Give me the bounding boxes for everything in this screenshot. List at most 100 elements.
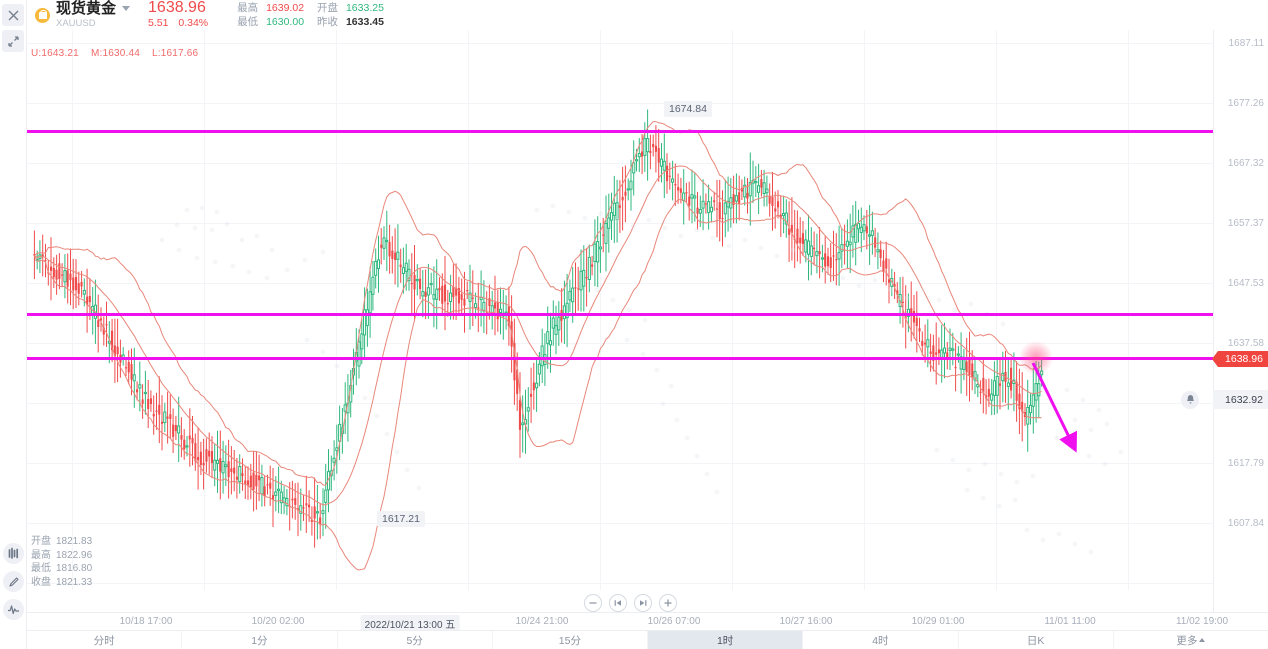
boll-lower: L:1617.66 (151, 48, 199, 59)
stat-high-value: 1639.02 (266, 2, 305, 14)
symbol-name-row[interactable]: 现货黄金 (56, 0, 131, 17)
price-tick: 1677.26 (1227, 98, 1264, 109)
time-tick: 10/29 01:00 (911, 616, 965, 627)
gridline-v (336, 30, 337, 590)
stat-low-label: 最低 (237, 16, 259, 28)
symbol-header: 现货黄金 XAUUSD 1638.96 5.51 0.34% 最高 1639.0… (27, 0, 1268, 30)
ohlc-high-value: 1822.96 (56, 549, 93, 561)
candlestick-icon[interactable] (3, 543, 24, 564)
stats-col-2: 开盘 1633.25 昨收 1633.45 (317, 1, 384, 29)
time-tick: 10/18 17:00 (119, 616, 173, 627)
tab-5m[interactable]: 5分 (338, 631, 493, 649)
change-percent: 0.34% (178, 17, 209, 29)
timeframe-tabbar[interactable]: 分时 1分 5分 15分 1时 4时 日K 更多 (0, 630, 1268, 649)
chevron-down-icon[interactable] (122, 6, 131, 11)
quote-stats: 最高 1639.02 最低 1630.00 开盘 1633.25 昨收 1633… (237, 1, 397, 29)
gridline-v (996, 30, 997, 590)
gridline-h (27, 163, 1213, 164)
left-toolbar (0, 0, 27, 649)
resistance-line-2[interactable] (27, 313, 1268, 316)
resistance-line-1[interactable] (27, 130, 1268, 133)
pencil-icon[interactable] (3, 571, 24, 592)
gridline-v (204, 30, 205, 590)
stat-high: 最高 1639.02 (237, 1, 304, 15)
gridline-v (732, 30, 733, 590)
chart-area[interactable]: U:1643.21 M:1630.44 L:1617.66 开盘 1821.83 … (27, 30, 1268, 612)
price-tick: 1637.58 (1227, 338, 1264, 349)
stat-open-value: 1633.25 (345, 2, 384, 14)
gridline-h (27, 103, 1213, 104)
swing-low-marker: 1617.21 (377, 511, 425, 527)
zoom-out-button[interactable] (584, 594, 602, 612)
tab-4h[interactable]: 4时 (803, 631, 959, 649)
ohlc-close-label: 收盘 (31, 576, 51, 588)
close-icon[interactable] (2, 4, 24, 26)
time-axis[interactable]: 10/18 17:00 10/20 02:00 2022/10/21 13:00… (27, 612, 1268, 632)
time-tick: 11/01 11:00 (1044, 616, 1096, 627)
tab-1m[interactable]: 1分 (182, 631, 338, 649)
ohlc-high-label: 最高 (31, 549, 51, 561)
ohlc-legend: 开盘 1821.83 最高 1822.96 最低 1816.80 收盘 1821.33 (31, 535, 92, 589)
gridline-h (27, 403, 1213, 404)
stat-prevclose: 昨收 1633.45 (317, 15, 384, 29)
expand-icon[interactable] (2, 30, 24, 52)
gridline-v (468, 30, 469, 590)
last-price: 1638.96 (148, 0, 206, 16)
swing-high-marker: 1674.84 (664, 101, 712, 117)
tab-15m[interactable]: 15分 (493, 631, 648, 649)
price-tick: 1617.79 (1227, 458, 1264, 469)
tab-fenshi[interactable]: 分时 (27, 631, 183, 649)
gridline-v (864, 30, 865, 590)
tab-daily[interactable]: 日K (959, 631, 1114, 649)
stat-low-value: 1630.00 (266, 16, 305, 28)
time-tick: 10/27 16:00 (779, 616, 833, 627)
ohlc-open-value: 1821.83 (56, 536, 93, 547)
gridline-h (27, 463, 1213, 464)
gridline-v (1128, 30, 1129, 590)
support-line-1[interactable] (27, 357, 1268, 360)
gold-symbol-icon (35, 7, 50, 23)
symbol-code: XAUUSD (56, 17, 96, 29)
chart-nav-controls[interactable] (584, 594, 677, 612)
symbol-name: 现货黄金 (56, 0, 117, 17)
stat-open: 开盘 1633.25 (317, 1, 384, 15)
change-value: 5.51 (148, 17, 169, 29)
ohlc-open-label: 开盘 (31, 536, 51, 547)
gridline-h (27, 343, 1213, 344)
tab-more[interactable]: 更多 (1114, 631, 1268, 649)
time-tick-selected: 2022/10/21 13:00 五 (360, 615, 460, 632)
stat-prevclose-label: 昨收 (317, 16, 339, 28)
price-change-row: 5.51 0.34% (148, 17, 215, 30)
price-tick: 1607.84 (1227, 518, 1264, 529)
time-tick: 11/02 19:00 (1175, 616, 1229, 627)
stats-col-1: 最高 1639.02 最低 1630.00 (237, 1, 304, 29)
stat-high-label: 最高 (237, 2, 259, 14)
price-tick: 1657.37 (1227, 218, 1264, 229)
price-alert-row[interactable]: 1632.92 (1181, 390, 1268, 409)
tab-1h[interactable]: 1时 (648, 631, 804, 649)
price-plot[interactable] (27, 30, 1213, 612)
zoom-in-button[interactable] (659, 594, 677, 612)
gridline-h (27, 583, 1213, 584)
stat-open-label: 开盘 (317, 2, 339, 14)
boll-middle: M:1630.44 (90, 48, 140, 59)
time-tick: 10/26 07:00 (647, 616, 701, 627)
world-map-watermark (159, 203, 1124, 555)
indicator-icon[interactable] (3, 599, 24, 620)
stat-prevclose-value: 1633.45 (345, 16, 384, 28)
left-toolbar-bottom (0, 536, 27, 627)
step-back-button[interactable] (609, 594, 627, 612)
current-price-badge[interactable]: 1638.96 (1212, 351, 1268, 367)
ohlc-close-row: 收盘 1821.33 (31, 576, 92, 590)
gridline-v (72, 30, 73, 590)
down-arrow-annotation[interactable] (1027, 355, 1097, 465)
step-forward-button[interactable] (634, 594, 652, 612)
price-axis[interactable]: 1687.11 1677.26 1667.32 1657.37 1647.53 … (1181, 30, 1268, 612)
alert-price-value: 1632.92 (1225, 393, 1263, 406)
gridline-h (27, 283, 1213, 284)
bollinger-bands (33, 121, 1042, 571)
stat-low: 最低 1630.00 (237, 15, 304, 29)
bell-icon[interactable] (1181, 390, 1199, 409)
symbol-block[interactable]: 现货黄金 XAUUSD (56, 0, 131, 30)
